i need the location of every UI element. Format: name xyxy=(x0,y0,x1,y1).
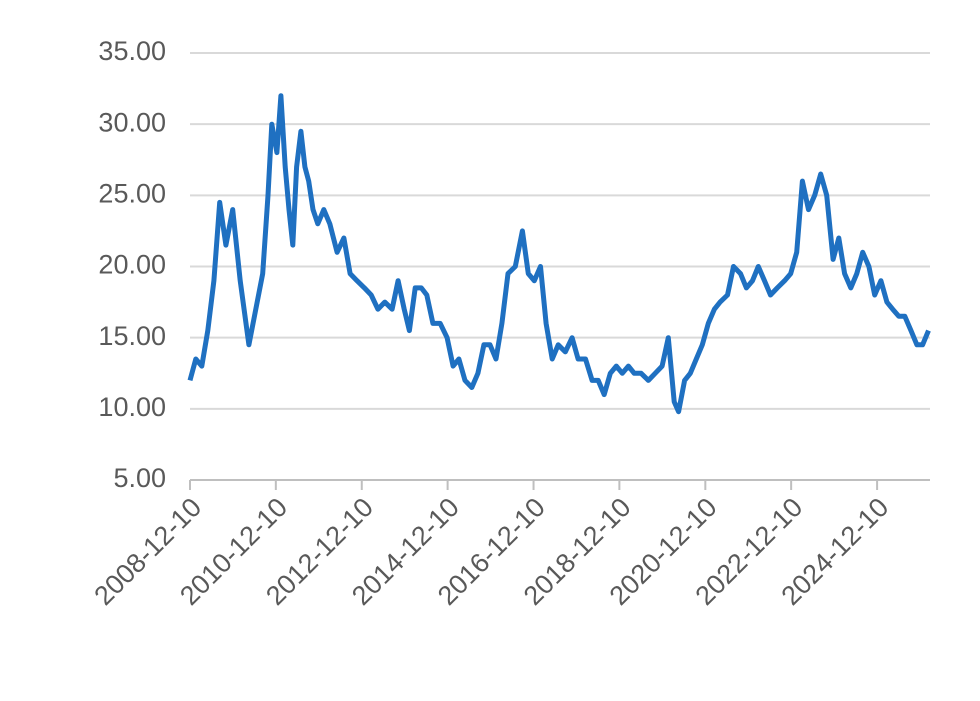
y-tick-label: 20.00 xyxy=(98,250,166,280)
y-tick-label: 35.00 xyxy=(98,36,166,66)
y-tick-label: 15.00 xyxy=(98,321,166,351)
data-line xyxy=(187,93,931,415)
y-tick-label: 30.00 xyxy=(98,107,166,137)
y-tick-label: 25.00 xyxy=(98,178,166,208)
y-tick-label: 5.00 xyxy=(113,463,166,493)
y-tick-label: 10.00 xyxy=(98,392,166,422)
